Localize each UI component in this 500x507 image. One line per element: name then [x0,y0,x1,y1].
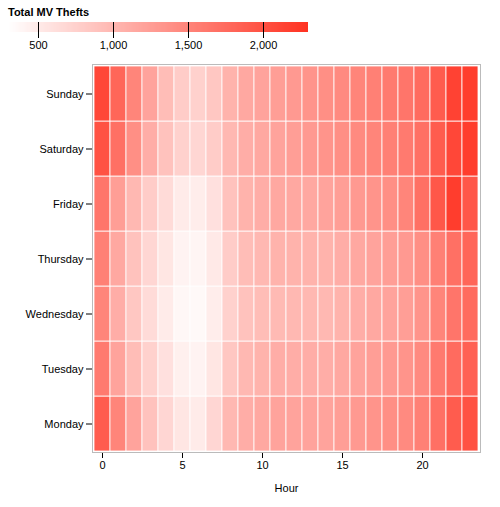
svg-text:Thursday: Thursday [38,253,84,265]
svg-text:20: 20 [416,459,428,471]
svg-text:1,000: 1,000 [100,39,128,51]
svg-text:Monday: Monday [44,418,84,430]
svg-text:Hour: Hour [275,482,299,494]
svg-text:Saturday: Saturday [39,143,84,155]
svg-text:5: 5 [179,459,185,471]
svg-text:1,500: 1,500 [175,39,203,51]
svg-text:15: 15 [336,459,348,471]
svg-text:Friday: Friday [53,198,84,210]
svg-text:500: 500 [29,39,47,51]
svg-text:2,000: 2,000 [250,39,278,51]
svg-text:Sunday: Sunday [46,88,84,100]
svg-text:Tuesday: Tuesday [42,363,84,375]
svg-text:0: 0 [99,459,105,471]
svg-text:10: 10 [256,459,268,471]
svg-text:Total MV Thefts: Total MV Thefts [8,6,89,18]
svg-text:Wednesday: Wednesday [26,308,84,320]
